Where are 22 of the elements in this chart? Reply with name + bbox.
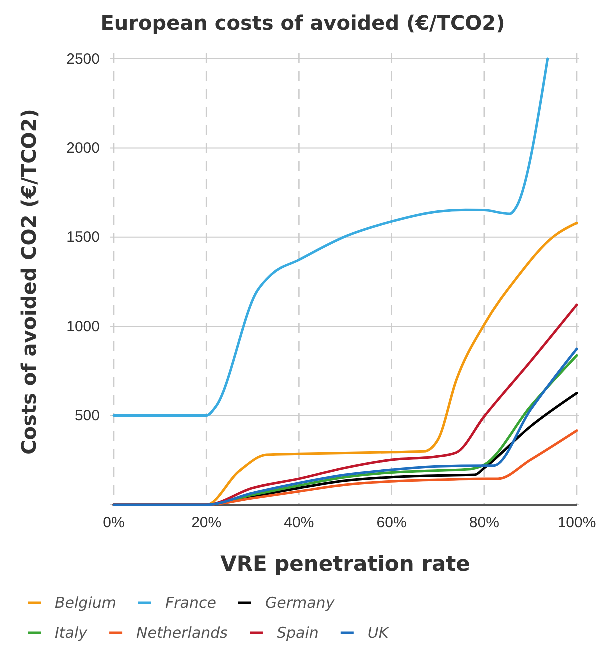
line-series [112, 58, 550, 418]
x-tick-label: 100% [558, 514, 596, 532]
x-tick-label: 60% [376, 514, 407, 532]
x-tick-label: 20% [192, 514, 222, 532]
x-tick-label: 40% [284, 514, 314, 532]
y-tick-label: 500 [74, 408, 100, 425]
legend-label: Belgium [55, 594, 116, 612]
y-tick-label: 2000 [66, 140, 100, 157]
y-tick-label: 2500 [66, 50, 100, 68]
y-axis-title: Costs of avoided CO2 (€/TCO2) [17, 109, 41, 455]
chart-title: European costs of avoided (€/TCO2) [100, 11, 506, 35]
legend-label: France [166, 594, 216, 612]
legend-label: Spain [276, 624, 319, 642]
legend-label: Netherlands [136, 624, 228, 642]
y-tick-label: 1000 [66, 318, 100, 336]
legend-label: UK [368, 624, 390, 642]
y-tick-label: 1500 [66, 229, 100, 246]
x-tick-label: 80% [469, 514, 500, 532]
x-axis-title: VRE penetration rate [220, 552, 470, 576]
x-tick-label: 0% [103, 514, 125, 532]
legend-label: Italy [55, 624, 89, 642]
legend-label: Germany [265, 594, 336, 612]
